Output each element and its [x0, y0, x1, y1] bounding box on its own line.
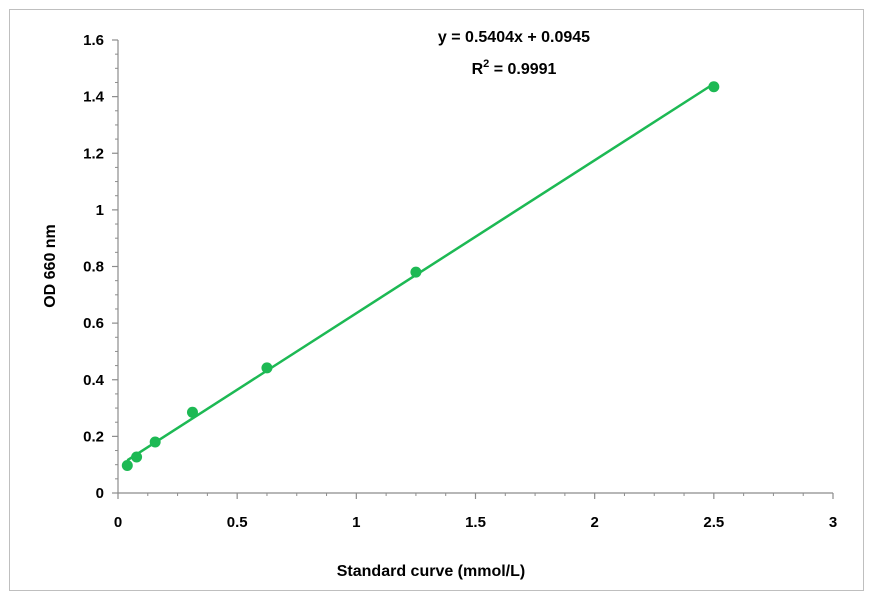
- data-point: [261, 362, 273, 374]
- trendline-equation: y = 0.5404x + 0.0945: [438, 29, 590, 46]
- r-squared-superscript: 2: [483, 58, 489, 70]
- x-tick-label: 0: [114, 514, 122, 531]
- y-axis-title: OD 660 nm: [42, 224, 59, 308]
- x-tick-label: 0.5: [227, 514, 248, 531]
- y-tick-label: 0: [96, 485, 104, 502]
- y-tick-label: 1.6: [83, 32, 104, 49]
- data-point: [131, 451, 143, 463]
- y-ticks: 0 0.2 0.4 0.6 0.8 1 1.2 1.4 1.6: [83, 32, 118, 502]
- data-point: [186, 406, 198, 418]
- data-points: [121, 81, 720, 472]
- x-tick-label: 1.5: [465, 514, 486, 531]
- y-tick-label: 0.2: [83, 428, 104, 445]
- axes: [117, 40, 833, 494]
- data-point: [708, 81, 720, 93]
- y-tick-label: 0.8: [83, 259, 104, 276]
- data-point: [121, 460, 133, 472]
- y-tick-label: 1: [96, 202, 104, 219]
- y-tick-label: 0.4: [83, 372, 105, 389]
- data-point: [149, 436, 161, 448]
- x-tick-label: 1: [352, 514, 360, 531]
- r-squared-value: = 0.9991: [489, 61, 556, 78]
- chart-frame: [9, 9, 864, 591]
- x-tick-label: 2: [590, 514, 598, 531]
- x-tick-label: 2.5: [703, 514, 724, 531]
- x-tick-label: 3: [829, 514, 837, 531]
- r-squared-label: R2 = 0.9991: [472, 58, 557, 78]
- r-squared-prefix: R: [472, 61, 484, 78]
- x-axis-title: Standard curve (mmol/L): [337, 563, 525, 580]
- y-tick-label: 1.4: [83, 89, 105, 106]
- y-tick-label: 1.2: [83, 145, 104, 162]
- data-point: [410, 266, 422, 278]
- y-tick-label: 0.6: [83, 315, 104, 332]
- x-ticks: 0 0.5 1 1.5 2 2.5 3: [114, 493, 837, 531]
